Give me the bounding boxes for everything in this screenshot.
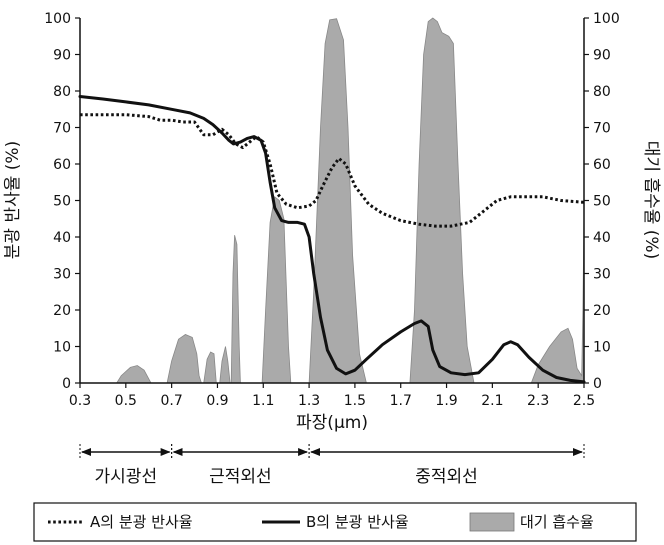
legend-swatch-absorption: [469, 512, 515, 532]
x-axis-title: 파장(μm): [296, 413, 368, 433]
x-tick-label: 0.3: [69, 393, 91, 409]
right-axis-title: 대기 흡수율 (%): [641, 141, 661, 259]
x-tick-label: 0.7: [161, 393, 183, 409]
left-tick-label: 70: [53, 121, 71, 137]
left-tick-label: 100: [44, 11, 71, 27]
left-tick-label: 10: [53, 340, 71, 356]
legend-label-a: A의 분광 반사율: [90, 513, 193, 531]
right-tick-label: 100: [593, 11, 620, 27]
x-tick-label: 0.5: [115, 393, 137, 409]
plot-area: [78, 17, 586, 384]
right-tick-label: 90: [593, 48, 611, 64]
left-tick-label: 40: [53, 230, 71, 246]
right-tick-label: 20: [593, 303, 611, 319]
left-tick-label: 90: [53, 48, 71, 64]
left-tick-label: 0: [62, 376, 71, 392]
region-label: 중적외선: [415, 467, 478, 487]
left-tick-label: 60: [53, 157, 71, 173]
left-axis-title: 분광 반사율 (%): [3, 141, 23, 259]
series-2-area: [115, 17, 585, 384]
x-tick-label: 0.9: [206, 393, 228, 409]
right-tick-label: 40: [593, 230, 611, 246]
right-tick-label: 10: [593, 340, 611, 356]
x-tick-label: 1.3: [298, 393, 320, 409]
left-tick-label: 80: [53, 84, 71, 100]
legend-label-absorption: 대기 흡수율: [520, 513, 594, 531]
legend: A의 분광 반사율 B의 분광 반사율 대기 흡수율: [33, 502, 637, 542]
region-label: 가시광선: [95, 467, 158, 487]
right-tick-label: 70: [593, 121, 611, 137]
region-label: 근적외선: [209, 467, 272, 487]
x-tick-label: 1.7: [390, 393, 412, 409]
x-tick-label: 1.1: [252, 393, 274, 409]
x-tick-label: 2.1: [481, 393, 503, 409]
right-tick-label: 50: [593, 194, 611, 210]
x-tick-label: 2.5: [573, 393, 595, 409]
ticks: 0 0 10 10 20 20 30 30 40 40 50 50 60 60 70 70 80 80 90 90 10…: [44, 11, 619, 409]
x-tick-label: 2.3: [527, 393, 549, 409]
series-0-line: [80, 113, 585, 228]
x-tick-label: 1.5: [344, 393, 366, 409]
right-tick-label: 60: [593, 157, 611, 173]
legend-box: [33, 502, 637, 542]
x-tick-label: 1.9: [435, 393, 457, 409]
right-tick-label: 30: [593, 267, 611, 283]
left-tick-label: 50: [53, 194, 71, 210]
spectrum-regions: 가시광선 근적외선 중적외선: [79, 444, 585, 487]
left-tick-label: 30: [53, 267, 71, 283]
left-tick-label: 20: [53, 303, 71, 319]
right-tick-label: 80: [593, 84, 611, 100]
series-1-line: [78, 95, 586, 384]
right-tick-label: 0: [593, 376, 602, 392]
legend-label-b: B의 분광 반사율: [306, 513, 409, 531]
